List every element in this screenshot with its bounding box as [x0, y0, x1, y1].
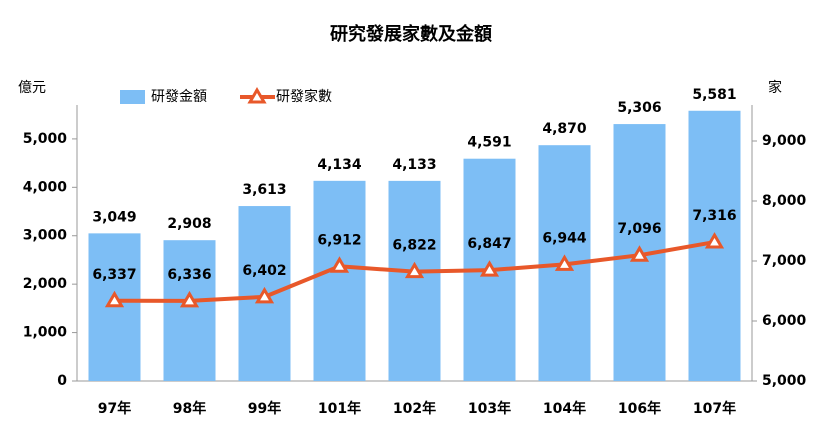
x-tick-label: 97年 — [98, 400, 131, 417]
y-tick-label: 3,000 — [23, 228, 68, 244]
bar-value-label: 4,591 — [467, 135, 511, 151]
x-tick-label: 106年 — [618, 400, 661, 417]
y2-axis-label: 家 — [768, 79, 782, 96]
line-value-label: 6,944 — [542, 230, 587, 246]
line-value-label: 6,337 — [92, 267, 136, 283]
y-tick-label: 1,000 — [23, 325, 68, 341]
line-marker — [404, 261, 425, 279]
x-tick-label: 104年 — [543, 400, 586, 417]
bar-value-label: 3,613 — [242, 182, 286, 198]
y2-tick-label: 9,000 — [762, 133, 807, 149]
bar — [388, 180, 441, 381]
x-tick-label: 103年 — [468, 400, 511, 417]
line-value-label: 6,847 — [467, 236, 511, 252]
bar-value-label: 2,908 — [167, 216, 211, 232]
line-marker — [179, 290, 200, 308]
x-tick-label: 101年 — [318, 400, 361, 417]
line-value-label: 6,336 — [167, 267, 211, 283]
line-marker — [704, 232, 725, 249]
bar — [313, 180, 366, 381]
y-tick-label: 0 — [57, 373, 67, 389]
x-tick-label: 98年 — [173, 400, 206, 417]
y2-tick-label: 6,000 — [762, 313, 807, 329]
legend-label: 研發金額 — [151, 89, 207, 105]
line-marker — [329, 256, 350, 273]
line-marker — [479, 260, 500, 277]
chart-title: 研究發展家數及金額 — [330, 23, 492, 45]
legend-marker — [247, 87, 267, 104]
bar-value-label: 5,581 — [692, 87, 736, 103]
y2-tick-label: 7,000 — [762, 253, 807, 269]
line-marker — [554, 254, 575, 271]
x-tick-label: 102年 — [393, 400, 436, 417]
line-value-label: 6,912 — [317, 232, 361, 248]
bar-value-label: 5,306 — [617, 100, 661, 116]
legend-label: 研發家數 — [276, 88, 332, 105]
line-marker — [629, 245, 650, 262]
y-tick-label: 2,000 — [23, 276, 68, 292]
line-value-label: 6,822 — [392, 238, 436, 254]
bar-value-label: 4,134 — [317, 157, 362, 173]
x-tick-label: 107年 — [693, 400, 736, 417]
y2-tick-label: 5,000 — [762, 373, 807, 389]
bar — [163, 240, 216, 381]
bar-value-label: 4,133 — [392, 157, 436, 173]
line-marker — [254, 286, 275, 304]
bar-value-label: 3,049 — [92, 209, 136, 225]
y-tick-label: 4,000 — [23, 179, 68, 195]
y-axis-label: 億元 — [18, 80, 46, 96]
x-tick-label: 99年 — [248, 400, 281, 417]
y2-tick-label: 8,000 — [762, 193, 807, 209]
line-value-label: 7,096 — [617, 221, 661, 237]
legend-swatch — [120, 90, 145, 104]
bar-value-label: 4,870 — [542, 121, 587, 137]
line-marker — [104, 290, 125, 308]
line-value-label: 6,402 — [242, 263, 286, 279]
line-value-label: 7,316 — [692, 208, 736, 224]
y-tick-label: 5,000 — [23, 131, 68, 147]
